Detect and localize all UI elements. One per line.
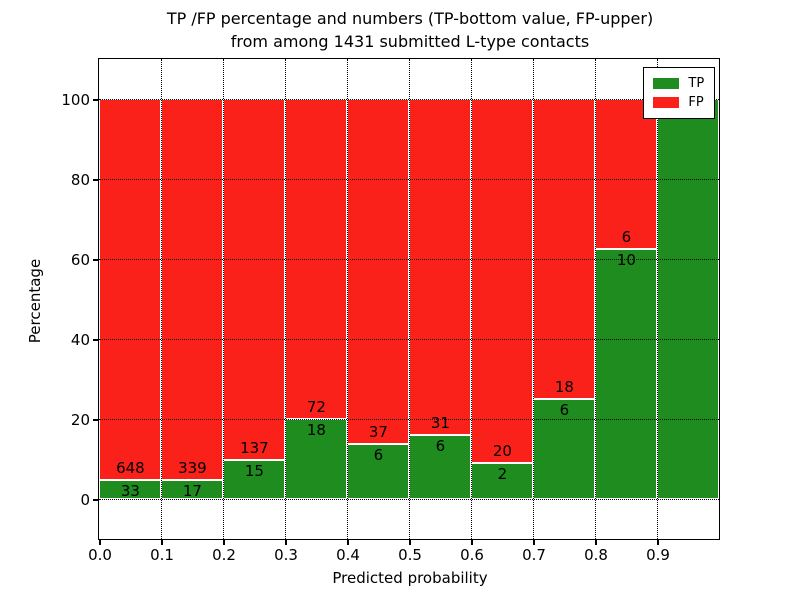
x-axis-label: Predicted probability bbox=[332, 569, 488, 587]
fp-count-label: 6 bbox=[621, 228, 632, 247]
bar-fp-segment bbox=[533, 99, 596, 400]
tp-count-label: 6 bbox=[435, 436, 446, 455]
bar-tp-segment bbox=[223, 459, 286, 500]
x-tick-label: 0.6 bbox=[460, 546, 484, 564]
v-gridline bbox=[160, 59, 162, 540]
x-tick-label: 0.7 bbox=[522, 546, 546, 564]
x-tick-mark bbox=[409, 540, 411, 545]
y-tick-label: 20 bbox=[70, 411, 90, 429]
bar-tp-segment bbox=[533, 399, 596, 500]
v-gridline bbox=[532, 59, 534, 540]
y-tick-mark bbox=[93, 339, 98, 341]
bar-fp-segment bbox=[409, 99, 472, 435]
tp-count-label: 6 bbox=[373, 445, 384, 464]
tp-count-label: 2 bbox=[497, 465, 508, 484]
x-tick-mark bbox=[347, 540, 349, 545]
tp-count-label: 10 bbox=[616, 251, 636, 270]
x-tick-label: 0.4 bbox=[336, 546, 360, 564]
x-tick-mark bbox=[657, 540, 659, 545]
y-tick-mark bbox=[93, 259, 98, 261]
legend-label-tp: TP bbox=[688, 76, 705, 92]
fp-count-label: 18 bbox=[554, 378, 574, 397]
x-tick-label: 0.0 bbox=[88, 546, 112, 564]
y-tick-mark bbox=[93, 99, 98, 101]
fp-count-label: 72 bbox=[306, 398, 326, 417]
tp-color-swatch bbox=[653, 78, 680, 90]
legend-entry-tp: TP bbox=[653, 75, 714, 92]
bar-fp-segment bbox=[471, 99, 534, 464]
bar-fp-segment bbox=[595, 99, 658, 250]
bar-tp-segment bbox=[285, 419, 348, 500]
h-gridline bbox=[99, 338, 720, 340]
bar-fp-segment bbox=[99, 99, 162, 480]
chart-title-line2: from among 1431 submitted L-type contact… bbox=[230, 32, 590, 51]
v-gridline bbox=[656, 59, 658, 540]
x-tick-mark bbox=[99, 540, 101, 545]
y-tick-label: 100 bbox=[61, 91, 90, 109]
x-tick-label: 0.8 bbox=[584, 546, 608, 564]
bar-fp-segment bbox=[223, 99, 286, 460]
chart-title-line1: TP /FP percentage and numbers (TP-bottom… bbox=[166, 9, 654, 28]
x-tick-mark bbox=[285, 540, 287, 545]
h-gridline bbox=[99, 418, 720, 420]
v-gridline bbox=[284, 59, 286, 540]
plot-area: 648333391713715721837631620218661010 TP … bbox=[98, 58, 721, 541]
tp-count-label: 15 bbox=[244, 461, 264, 480]
fp-color-swatch bbox=[653, 97, 680, 109]
x-tick-label: 0.1 bbox=[150, 546, 174, 564]
y-tick-label: 80 bbox=[70, 171, 90, 189]
h-gridline bbox=[99, 258, 720, 260]
y-tick-mark bbox=[93, 499, 98, 501]
x-tick-label: 0.5 bbox=[398, 546, 422, 564]
v-gridline bbox=[470, 59, 472, 540]
v-gridline bbox=[222, 59, 224, 540]
x-tick-mark bbox=[595, 540, 597, 545]
bar-tp-segment bbox=[595, 249, 658, 500]
v-gridline bbox=[346, 59, 348, 540]
tp-count-label: 17 bbox=[182, 482, 202, 501]
bar-fp-segment bbox=[347, 99, 410, 444]
tp-count-label: 6 bbox=[559, 401, 570, 420]
y-tick-label: 60 bbox=[70, 251, 90, 269]
chart-title: TP /FP percentage and numbers (TP-bottom… bbox=[100, 7, 720, 53]
fp-count-label: 339 bbox=[178, 459, 207, 478]
h-gridline bbox=[99, 498, 720, 500]
y-axis-label: Percentage bbox=[26, 258, 44, 344]
h-gridline bbox=[99, 178, 720, 180]
bar-tp-segment bbox=[657, 99, 720, 500]
x-tick-label: 0.2 bbox=[212, 546, 236, 564]
y-tick-label: 0 bbox=[80, 491, 90, 509]
x-tick-mark bbox=[471, 540, 473, 545]
fp-count-label: 31 bbox=[430, 413, 450, 432]
fp-count-label: 137 bbox=[240, 438, 269, 457]
legend-entry-fp: FP bbox=[653, 94, 714, 111]
y-tick-label: 40 bbox=[70, 331, 90, 349]
h-gridline bbox=[99, 98, 720, 100]
y-tick-mark bbox=[93, 419, 98, 421]
x-tick-mark bbox=[223, 540, 225, 545]
x-tick-label: 0.9 bbox=[646, 546, 670, 564]
fp-count-label: 648 bbox=[116, 459, 145, 477]
v-gridline bbox=[408, 59, 410, 540]
fp-count-label: 37 bbox=[368, 422, 388, 441]
bar-tp-segment bbox=[471, 463, 534, 500]
x-tick-mark bbox=[533, 540, 535, 545]
y-tick-mark bbox=[93, 179, 98, 181]
legend: TP FP bbox=[643, 67, 716, 120]
legend-label-fp: FP bbox=[688, 95, 704, 111]
v-gridline bbox=[594, 59, 596, 540]
tp-count-label: 18 bbox=[306, 421, 326, 440]
x-tick-label: 0.3 bbox=[274, 546, 298, 564]
x-tick-mark bbox=[161, 540, 163, 545]
fp-count-label: 20 bbox=[492, 442, 512, 461]
tp-count-label: 33 bbox=[120, 482, 140, 500]
bar-tp-segment bbox=[347, 443, 410, 500]
bar-fp-segment bbox=[161, 99, 224, 481]
bar-tp-segment bbox=[409, 434, 472, 500]
